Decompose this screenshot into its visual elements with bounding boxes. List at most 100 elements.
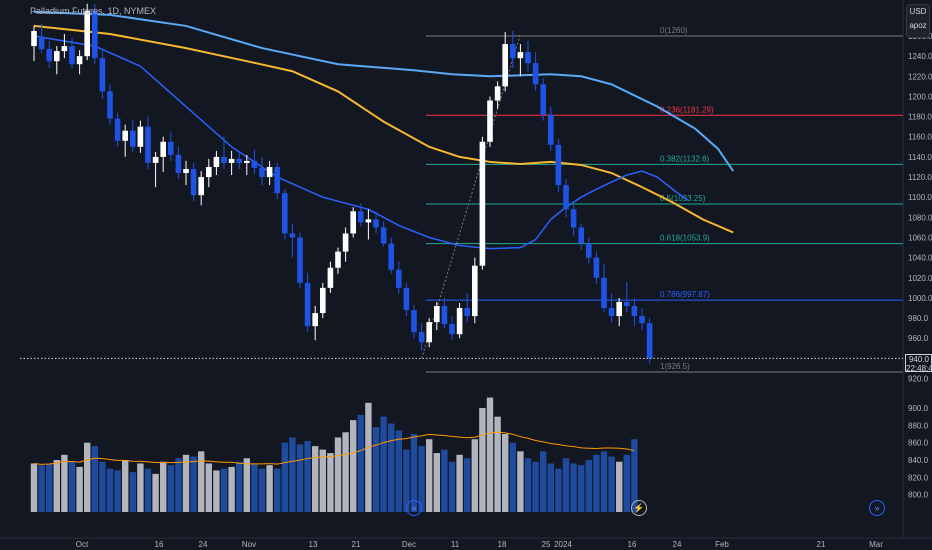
volume-bar <box>251 463 258 512</box>
volume-bar <box>357 414 364 512</box>
candle-body <box>540 84 546 115</box>
fib-level-label: 0.5(1093.25) <box>660 194 706 203</box>
volume-bar <box>600 451 608 512</box>
volume-bar <box>433 453 440 512</box>
event-icon[interactable]: » <box>406 500 422 516</box>
volume-bar <box>479 408 486 512</box>
candle-body <box>175 154 182 174</box>
volume-bar <box>502 434 509 512</box>
flash-icon[interactable]: ⚡ <box>631 500 647 516</box>
time-tick-label: 25 <box>542 540 551 549</box>
candle-body <box>472 265 478 317</box>
volume-bar <box>99 461 106 512</box>
candle-body <box>335 251 341 268</box>
candle-body <box>578 227 584 244</box>
candle-body <box>631 306 638 317</box>
candle-body <box>403 287 410 311</box>
volume-bar <box>517 451 524 512</box>
volume-bar <box>53 460 60 512</box>
candle-body <box>122 130 128 141</box>
candle-body <box>69 46 75 65</box>
volume-bar <box>289 437 296 512</box>
time-tick-label: 21 <box>817 540 826 549</box>
currency-button[interactable]: USD apoz <box>906 4 930 38</box>
candle-body <box>487 100 493 142</box>
volume-bar <box>585 460 592 512</box>
candle-body <box>289 233 296 238</box>
candle-body <box>84 10 90 57</box>
candle-body <box>479 141 486 266</box>
candle-body <box>297 237 303 283</box>
candle-body <box>639 316 645 324</box>
candle-body <box>61 46 68 52</box>
volume-ma-line <box>33 431 635 465</box>
candle-body <box>441 306 448 325</box>
volume-bar <box>175 458 182 512</box>
last-price-box: 940.0 22:48:49 <box>905 354 932 373</box>
time-tick-label: 24 <box>199 540 208 549</box>
time-tick-label: 24 <box>673 540 682 549</box>
candle-body <box>380 227 387 244</box>
candle-body <box>152 156 159 163</box>
candle-body <box>54 51 60 62</box>
volume-bar <box>144 468 152 512</box>
volume-bar <box>68 461 76 512</box>
candle-body <box>396 269 402 288</box>
go-to-realtime-icon[interactable]: » <box>869 500 885 516</box>
volume-bar <box>395 430 402 512</box>
candle-body <box>114 118 121 141</box>
volume-bar <box>494 416 501 512</box>
time-tick-label: 18 <box>498 540 507 549</box>
volume-bar <box>441 449 448 512</box>
last-price: 940.0 <box>908 355 929 364</box>
volume-bar <box>334 437 342 512</box>
price-tick-label: 1020.0 <box>908 274 932 283</box>
candle-body <box>107 91 113 119</box>
candle-body <box>46 49 52 62</box>
volume-bar <box>426 439 433 512</box>
candle-body <box>365 219 372 223</box>
volume-bar <box>608 456 615 512</box>
candle-body <box>434 306 440 323</box>
candle-body <box>342 233 349 252</box>
candle-body <box>327 267 334 288</box>
candle-body <box>76 56 83 65</box>
candle-body <box>244 160 250 163</box>
volume-bar <box>547 463 554 512</box>
time-tick-label: 11 <box>451 540 460 549</box>
volume-bar <box>418 446 425 512</box>
volume-bar <box>129 472 136 512</box>
fib-level-label: 0(1260) <box>660 26 688 35</box>
candle-body <box>92 10 98 59</box>
candle-body <box>593 257 600 278</box>
candle-body <box>259 167 265 178</box>
candle-body <box>456 308 463 335</box>
volume-bar <box>616 461 623 512</box>
volume-bar <box>350 420 357 512</box>
candle-body <box>426 322 432 343</box>
fib-level-label: 0.236(1181.29) <box>660 105 714 114</box>
candle-body <box>449 324 455 335</box>
time-tick-label: 21 <box>352 540 361 549</box>
volume-bar <box>365 402 372 512</box>
volume-bar <box>380 416 387 512</box>
volume-bar <box>593 454 600 512</box>
candle-body <box>624 301 630 307</box>
candle-body <box>510 44 516 59</box>
candle-body <box>502 44 508 87</box>
volume-bar <box>122 460 129 512</box>
candle-body <box>206 166 212 178</box>
volume-bar <box>106 468 114 512</box>
candle-body <box>236 158 242 163</box>
price-tick-label: 1060.0 <box>908 233 932 242</box>
price-tick-label: 1100.0 <box>908 193 932 202</box>
candle-body <box>418 332 425 343</box>
volume-bar <box>152 473 159 512</box>
volume-bar <box>312 446 319 512</box>
volume-bar <box>327 453 334 512</box>
time-tick-label: 2024 <box>554 540 572 549</box>
time-tick-label: Feb <box>715 540 729 549</box>
candle-body <box>601 277 607 309</box>
time-tick-label: Dec <box>402 540 416 549</box>
